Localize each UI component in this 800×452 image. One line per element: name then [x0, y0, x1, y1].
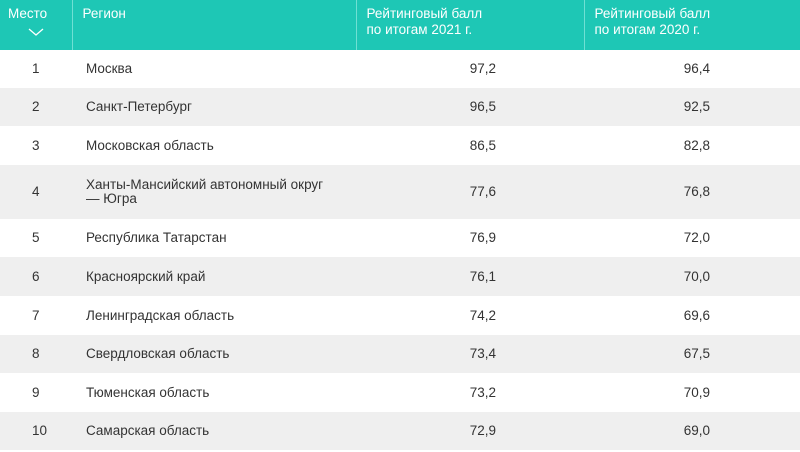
table-header: Место Регион Рейтинговый балл по итогам …	[0, 0, 800, 50]
table-row: 2 Санкт-Петербург 96,5 92,5	[0, 88, 800, 126]
chevron-down-icon[interactable]	[28, 28, 44, 37]
cell-place: 10	[0, 412, 72, 450]
cell-region: Свердловская область	[72, 335, 356, 373]
cell-place: 3	[32, 137, 40, 153]
cell-score-2020: 92,5	[584, 88, 800, 126]
table-row: 4 Ханты-Мансийский автономный округ — Юг…	[0, 165, 800, 219]
header-score-2020-line2: по итогам 2020 г.	[594, 22, 701, 37]
cell-region-line1: Ханты-Мансийский автономный округ	[86, 177, 324, 192]
cell-score-2020: 70,0	[584, 257, 800, 296]
cell-region: Московская область	[86, 137, 214, 153]
cell-score-2020: 70,9	[683, 384, 710, 400]
table-row: 3 Московская область 86,5 82,8	[0, 126, 800, 165]
cell-place: 7	[32, 307, 40, 323]
cell-score-2021: 76,1	[356, 257, 584, 296]
header-place[interactable]: Место	[0, 0, 73, 50]
cell-place: 2	[0, 88, 72, 126]
cell-score-2021: 74,2	[469, 307, 496, 323]
cell-place: 9	[32, 384, 40, 400]
cell-score-2021: 73,2	[469, 384, 496, 400]
cell-score-2020: 67,5	[584, 335, 800, 373]
table-row: 5 Республика Татарстан 76,9 72,0	[0, 219, 800, 257]
cell-score-2021: 86,5	[469, 137, 496, 153]
cell-score-2020: 82,8	[683, 137, 710, 153]
cell-score-2021: 77,6	[356, 165, 584, 219]
cell-score-2021: 73,4	[356, 335, 584, 373]
cell-place: 5	[32, 230, 40, 245]
cell-score-2020: 96,4	[683, 61, 710, 76]
table-row: 7 Ленинградская область 74,2 69,6	[0, 296, 800, 335]
cell-region: Санкт-Петербург	[72, 88, 356, 126]
header-score-2021-line1: Рейтинговый балл	[366, 6, 483, 21]
cell-place: 6	[0, 257, 72, 296]
cell-score-2021: 96,5	[356, 88, 584, 126]
cell-region: Самарская область	[72, 412, 356, 450]
table-body: 1 Москва 97,2 96,4 2 Санкт-Петербург 96,…	[0, 50, 800, 450]
cell-score-2020: 69,6	[683, 307, 710, 323]
cell-region-line2: — Югра	[86, 191, 137, 206]
cell-place: 4	[0, 165, 72, 219]
table-row: 8 Свердловская область 73,4 67,5	[0, 335, 800, 373]
cell-region: Москва	[86, 61, 133, 76]
cell-score-2021: 76,9	[469, 230, 496, 245]
cell-score-2021: 97,2	[469, 61, 496, 76]
header-score-2021-line2: по итогам 2021 г.	[366, 22, 473, 37]
header-score-2021[interactable]: Рейтинговый балл по итогам 2021 г.	[356, 0, 585, 50]
cell-score-2020: 72,0	[683, 230, 710, 245]
header-region[interactable]: Регион	[72, 0, 357, 50]
cell-score-2021: 72,9	[356, 412, 584, 450]
table-row: 9 Тюменская область 73,2 70,9	[0, 373, 800, 412]
header-place-label: Место	[8, 6, 48, 21]
cell-region: Тюменская область	[86, 384, 210, 400]
cell-place: 1	[32, 61, 40, 76]
header-score-2020-line1: Рейтинговый балл	[594, 6, 711, 21]
table-row: 1 Москва 97,2 96,4	[0, 50, 800, 88]
header-score-2020[interactable]: Рейтинговый балл по итогам 2020 г.	[584, 0, 800, 50]
cell-region: Красноярский край	[72, 257, 356, 296]
cell-score-2020: 76,8	[584, 165, 800, 219]
table-row: 10 Самарская область 72,9 69,0	[0, 412, 800, 450]
cell-region: Ханты-Мансийский автономный округ — Югра	[72, 165, 356, 219]
cell-region: Ленинградская область	[86, 307, 235, 323]
cell-region: Республика Татарстан	[86, 230, 227, 245]
cell-place: 8	[0, 335, 72, 373]
table-row: 6 Красноярский край 76,1 70,0	[0, 257, 800, 296]
cell-score-2020: 69,0	[584, 412, 800, 450]
header-region-label: Регион	[82, 6, 126, 21]
